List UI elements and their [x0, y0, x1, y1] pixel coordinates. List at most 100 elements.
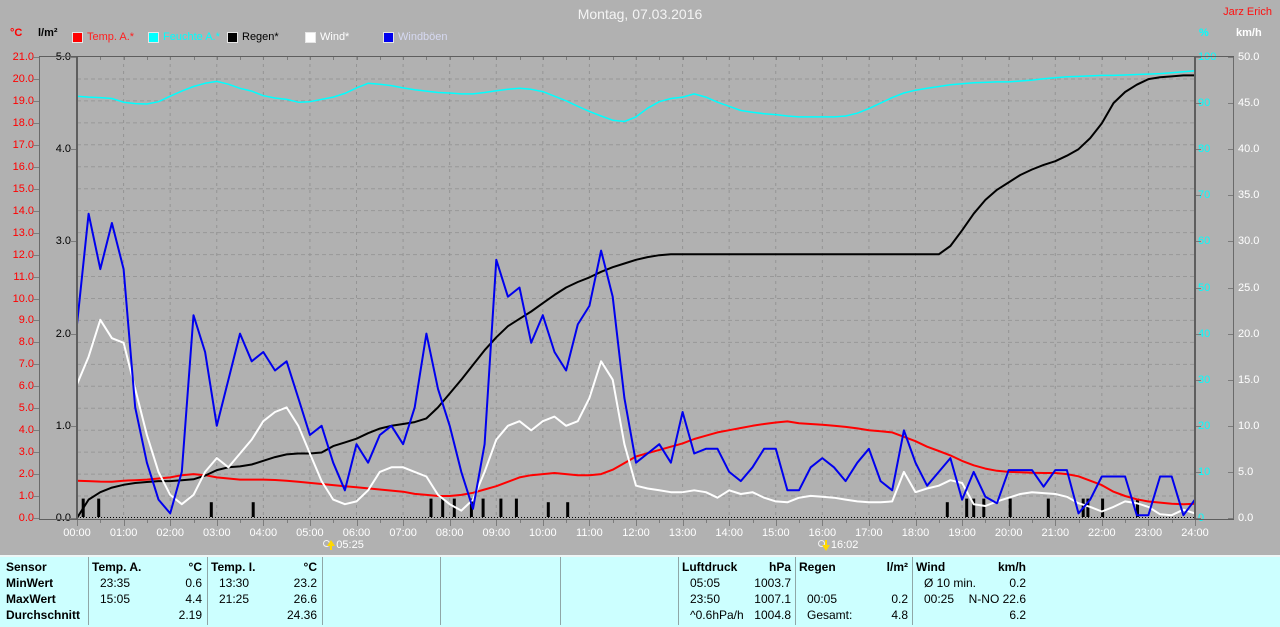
- time-label: 23:00: [1134, 527, 1163, 539]
- rain-tick-label: 4.0: [55, 143, 71, 156]
- table-cell-value: 23.2: [293, 576, 317, 590]
- time-top-tickmark: [309, 57, 311, 60]
- time-top-tickmark: [682, 57, 684, 60]
- rain-tick-label-tick: [70, 333, 77, 335]
- rain-interval-bar: [251, 502, 255, 517]
- rain-interval-bar: [1046, 498, 1050, 517]
- time-tickmark: [845, 520, 847, 523]
- rain-interval-bar: [945, 502, 949, 517]
- time-top-tickmark: [426, 57, 428, 60]
- temp-axis-line: [39, 57, 40, 519]
- time-label: 24:00: [1181, 527, 1209, 539]
- marker-time-label: 05:25: [336, 538, 364, 551]
- temp-tick-label-tick: [33, 474, 39, 476]
- wind-tick-label: 20.0: [1238, 327, 1260, 340]
- temp-tick-label: 20.0: [12, 73, 34, 85]
- table-cell-time: 05:05: [690, 576, 721, 590]
- humidity-tick-label: 20: [1198, 419, 1211, 432]
- time-tickmark: [799, 520, 800, 523]
- marker-arrow-stem: [330, 545, 333, 550]
- table-row-label: MaxWert: [6, 592, 56, 606]
- time-top-tickmark: [193, 57, 195, 60]
- temp-tick-label-tick: [33, 188, 39, 190]
- humidity-tick-label: 0: [1198, 512, 1205, 524]
- time-top-tickmark: [962, 57, 964, 60]
- time-top-tickmark: [1171, 57, 1173, 60]
- time-label: 17:00: [855, 527, 883, 539]
- table-separator: [560, 557, 561, 625]
- rain-interval-bar: [972, 498, 976, 517]
- rain-tick-label-tick: [70, 241, 77, 243]
- time-top-tickmark: [100, 57, 102, 60]
- time-tickmark: [682, 520, 684, 526]
- humidity-tick-label: 40: [1198, 327, 1211, 340]
- rain-interval-bar: [469, 498, 473, 517]
- time-tickmark: [146, 520, 148, 523]
- table-separator: [440, 557, 441, 625]
- temp-tick-label: 5.0: [18, 402, 34, 415]
- time-label: 03:00: [203, 527, 231, 539]
- time-tickmark: [263, 520, 265, 526]
- temp-tick-label-tick: [33, 79, 39, 80]
- temp-tick-label: 16.0: [12, 160, 34, 173]
- table-cell-value: 1003.7: [754, 576, 791, 590]
- marker-arrow: [327, 540, 336, 546]
- humidity-tick-label-tick: [1195, 195, 1201, 197]
- table-separator: [322, 557, 323, 625]
- time-top-tickmark: [1032, 57, 1033, 60]
- humidity-tick-label-tick: [1195, 425, 1201, 427]
- wind-tick-label: 10.0: [1238, 419, 1260, 432]
- table-row-label: Durchschnitt: [6, 608, 81, 622]
- time-tickmark: [170, 520, 172, 526]
- rain-tick-label-tick: [70, 149, 77, 151]
- rain-tick-label-tick: [70, 518, 77, 519]
- table-separator: [678, 557, 679, 625]
- rain-tick-label-tick: [70, 425, 77, 427]
- series-feuchtea: [77, 70, 1195, 123]
- table-col-unit: km/h: [997, 560, 1026, 574]
- time-top-tickmark: [123, 57, 125, 60]
- rain-interval-bar: [499, 498, 503, 517]
- wind-tick-label-tick: [1228, 518, 1234, 519]
- time-tickmark: [985, 520, 987, 523]
- table-col-unit: °C: [303, 560, 317, 574]
- humidity-tick-label: 10: [1198, 465, 1211, 478]
- time-tickmark: [100, 520, 102, 523]
- time-tickmark: [822, 520, 824, 526]
- rain-interval-bar: [1008, 498, 1012, 517]
- table-cell-time: 23:35: [100, 576, 131, 590]
- table-cell-time: 00:05: [807, 592, 838, 606]
- temp-axis-unit: °C: [10, 27, 23, 39]
- time-tickmark: [356, 520, 358, 526]
- time-tickmark: [496, 520, 498, 526]
- legend-item-3: Regen*: [227, 31, 279, 43]
- humidity-tick-label-tick: [1195, 518, 1201, 519]
- wind-tick-label-tick: [1228, 287, 1234, 289]
- rain-interval-bar: [514, 498, 518, 517]
- time-tickmark: [286, 520, 288, 523]
- time-tickmark: [868, 520, 870, 526]
- time-tickmark: [775, 520, 777, 526]
- time-top-tickmark: [379, 57, 381, 60]
- legend-item-label: Wind*: [320, 31, 350, 43]
- legend-swatch-icon: [305, 31, 316, 43]
- wind-tick-label: 45.0: [1238, 97, 1260, 110]
- time-top-tickmark: [775, 57, 777, 60]
- legend-swatch-icon: [383, 31, 394, 43]
- temp-tick-label: 19.0: [12, 94, 34, 107]
- humidity-tick-label-tick: [1195, 103, 1201, 105]
- table-cell-value: N-NO 22.6: [968, 592, 1026, 606]
- rain-tick-label: 2.0: [55, 327, 71, 340]
- temp-tick-label: 8.0: [18, 336, 34, 349]
- marker-arrow-stem: [824, 540, 827, 545]
- time-tickmark: [938, 520, 940, 523]
- wind-tick-label: 40.0: [1238, 143, 1260, 156]
- plot-top-edge: [39, 56, 1234, 57]
- time-top-tickmark: [915, 57, 917, 60]
- temp-tick-label-tick: [33, 364, 39, 366]
- time-top-tickmark: [868, 57, 870, 60]
- table-cell-time: 00:25: [924, 592, 955, 606]
- legend-item-5: Windböen: [383, 31, 448, 43]
- wind-tick-label: 25.0: [1238, 281, 1260, 294]
- time-tickmark: [915, 520, 917, 526]
